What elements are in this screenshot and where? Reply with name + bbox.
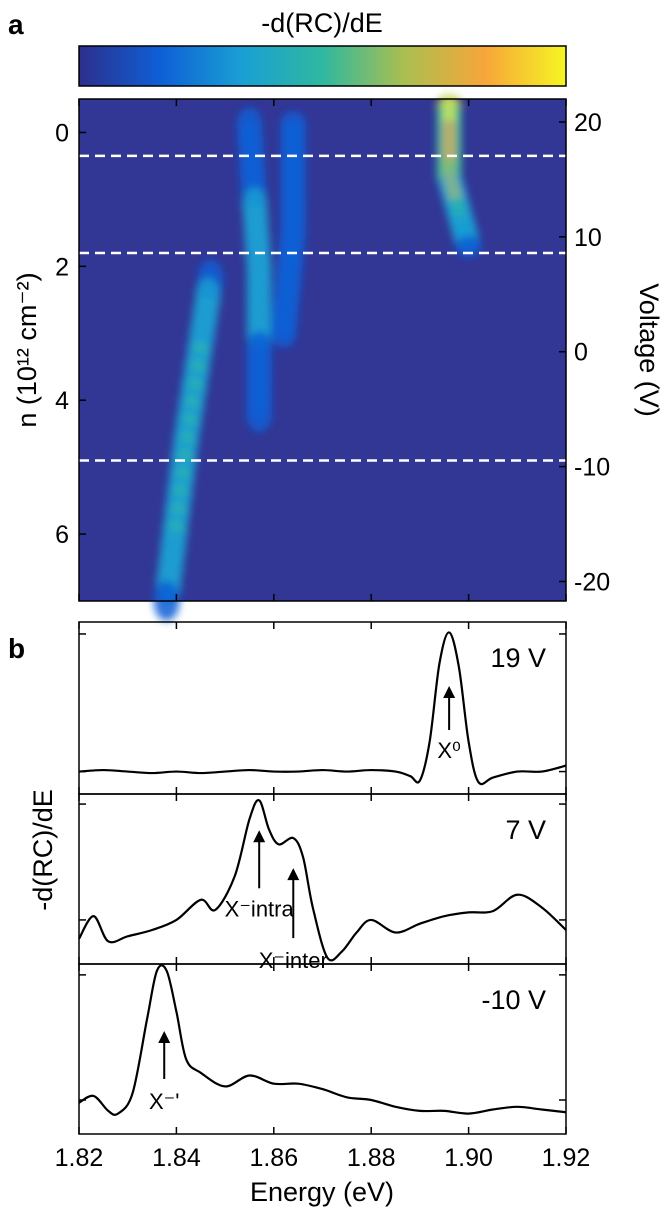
- heatmap-y2-tick-label: 10: [574, 224, 602, 252]
- heatmap-feature-1: [436, 94, 482, 258]
- heatmap-panel: 0 2 4 6 20 10 0 -10 -20 n (10¹² cm⁻²) Voltage (V…: [12, 94, 660, 622]
- x-tick-label: 1.90: [444, 1144, 493, 1172]
- annotation-label: X⁻intra: [225, 896, 295, 921]
- heatmap-ylabel: n (10¹² cm⁻²): [12, 272, 42, 427]
- x-tick-label: 1.82: [55, 1144, 104, 1172]
- annotation-label: X⁰: [437, 738, 461, 763]
- x-tick-label: 1.84: [152, 1144, 201, 1172]
- spectrum-line: [78, 631, 567, 786]
- x-tick-label: 1.86: [249, 1144, 298, 1172]
- annotation-arrowhead: [287, 868, 300, 881]
- annotation-label: X⁻inter: [259, 948, 328, 973]
- subplot-frame: [78, 793, 567, 965]
- heatmap-ticks: 0 2 4 6 20 10 0 -10 -20: [55, 99, 610, 601]
- spectrum-subplot-1: 19 V X⁰: [78, 621, 567, 795]
- spectrum-subplot-2: 7 V X⁻intra X⁻inter: [78, 793, 567, 973]
- x-axis-label: Energy (eV): [250, 1177, 394, 1207]
- annotation-arrowhead: [158, 1031, 171, 1043]
- subplot-voltage-label: -10 V: [481, 985, 546, 1015]
- panel-a-label: a: [8, 9, 24, 40]
- annotation-arrowhead: [443, 686, 456, 698]
- heatmap-y-tick-label: 0: [55, 119, 69, 147]
- spectra-ylabel: -d(RC)/dE: [28, 789, 58, 911]
- heatmap-y2-tick-label: -20: [574, 568, 610, 596]
- annotation-arrowhead: [253, 830, 266, 843]
- spectrum-line: [78, 964, 567, 1116]
- heatmap-y2label: Voltage (V): [634, 283, 660, 417]
- subplot-voltage-label: 19 V: [490, 643, 546, 673]
- colorbar: [78, 45, 567, 87]
- heatmap-y2-tick-label: 20: [574, 109, 602, 137]
- heatmap-cell: [270, 318, 297, 348]
- annotation-label: X⁻': [149, 1089, 180, 1114]
- heatmap-cell: [455, 235, 482, 258]
- heatmap-dashed-lines: [79, 154, 566, 462]
- heatmap-features: [153, 94, 482, 622]
- heatmap-y-tick-label: 6: [55, 521, 69, 549]
- x-tick-label: 1.88: [347, 1144, 396, 1172]
- heatmap-y2-tick-label: 0: [574, 339, 588, 367]
- x-tick-label: 1.92: [542, 1144, 591, 1172]
- heatmap-y2-tick-label: -10: [574, 454, 610, 482]
- heatmap-y-tick-label: 4: [55, 387, 69, 415]
- spectra-panel: 19 V X⁰ 7 V X⁻intra X⁻inter -10 V X⁻' 1.82 1.84 1…: [55, 621, 591, 1172]
- heatmap-feature-3: [270, 111, 307, 348]
- heatmap-cell: [246, 395, 273, 432]
- heatmap-background: [79, 99, 566, 601]
- panel-b-label: b: [8, 633, 25, 664]
- colorbar-label: -d(RC)/dE: [261, 8, 383, 38]
- spectrum-subplot-3: -10 V X⁻': [78, 963, 567, 1135]
- heatmap-y-tick-label: 2: [55, 253, 69, 281]
- subplot-voltage-label: 7 V: [505, 815, 546, 845]
- subplot-frame: [78, 963, 567, 1135]
- heatmap-feature-4: [153, 259, 224, 622]
- spectrum-line: [78, 799, 567, 962]
- heatmap-frame: [78, 98, 567, 602]
